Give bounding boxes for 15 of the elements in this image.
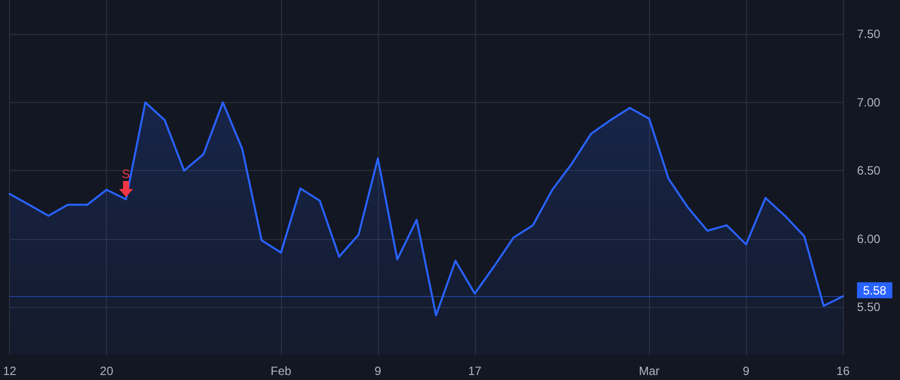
x-tick-label: 9	[374, 364, 382, 378]
x-tick-label: 9	[742, 364, 750, 378]
x-tick-label: 12	[2, 364, 17, 378]
x-tick-label: 17	[468, 364, 482, 378]
annotation: S	[120, 167, 131, 182]
y-tick-label: 6.00	[857, 232, 881, 246]
y-tick-label: 7.50	[857, 27, 881, 42]
x-tick-label: 16	[836, 364, 850, 378]
x-tick-label: Mar	[638, 364, 660, 378]
y-tick-label: 5.50	[857, 300, 881, 314]
y-tick-label: 7.00	[857, 95, 881, 110]
x-tick-label: Feb	[270, 364, 292, 378]
y-tick-label: 6.50	[857, 164, 881, 178]
x-tick-label: 20	[100, 364, 114, 378]
ref-line-label: 5.58	[863, 283, 887, 298]
